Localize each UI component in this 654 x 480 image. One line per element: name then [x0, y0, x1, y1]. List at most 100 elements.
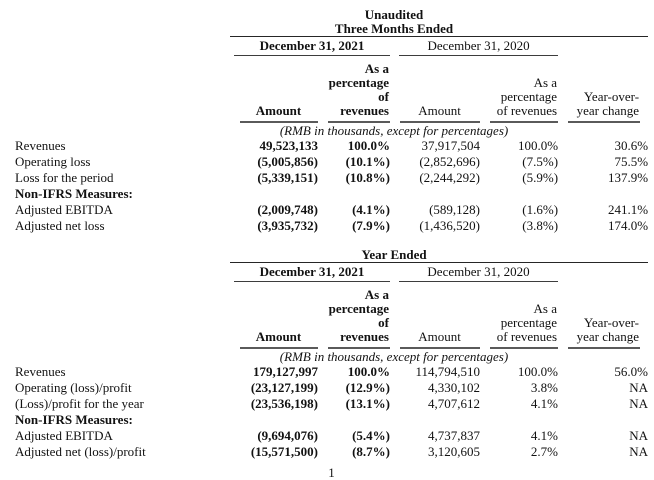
note-row: (RMB in thousands, except for percentage… — [15, 123, 648, 138]
spacer-cell — [558, 37, 648, 57]
spacer-cell — [558, 263, 648, 283]
amount-cell-2020 — [390, 412, 480, 428]
period-title-label: Three Months Ended — [334, 21, 454, 36]
pct-cell-2020: (3.8%) — [522, 218, 559, 233]
yoy-cell: 30.6% — [614, 138, 649, 153]
amount-cell-2021: (5,005,856) — [257, 154, 318, 169]
spacer-cell — [15, 56, 230, 123]
three-months-header: Unaudited Three Months Ended December 31… — [15, 7, 649, 138]
pct-cell-2020: 3.8% — [530, 380, 559, 395]
pct-header-2021: As a percentage of revenues — [328, 282, 390, 349]
table-row: Adjusted EBITDA (9,694,076) (5.4%) 4,737… — [15, 428, 648, 444]
yoy-cell: NA — [629, 428, 649, 443]
year-ended-table: Year Ended December 31, 2021 December 31… — [15, 247, 649, 460]
row-label: (Loss)/profit for the year — [15, 396, 144, 411]
period-title: Unaudited Three Months Ended — [230, 7, 559, 37]
date-2021-cell: December 31, 2021 — [230, 37, 390, 56]
yoy-cell: 56.0% — [614, 364, 649, 379]
row-label: Operating loss — [15, 154, 91, 169]
spacer-cell — [558, 8, 649, 37]
yoy-cell: 174.0% — [607, 218, 649, 233]
amount-cell-2020: (1,436,520) — [419, 218, 480, 233]
pct-cell-2020: 2.7% — [530, 444, 559, 459]
pct-cell-2020: 4.1% — [530, 428, 559, 443]
amount-cell-2021: (9,694,076) — [257, 428, 318, 443]
period-title: Year Ended — [230, 247, 559, 263]
pct-cell-2021: (13.1%) — [345, 396, 390, 411]
amount-cell-2021 — [230, 186, 318, 202]
spacer-cell — [15, 282, 230, 349]
yoy-cell — [558, 412, 648, 428]
row-label: Loss for the period — [15, 170, 114, 185]
rmb-note: (RMB in thousands, except for percentage… — [279, 123, 509, 138]
amount-cell-2021 — [230, 412, 318, 428]
amount-cell-2020: 37,917,504 — [421, 138, 481, 153]
spacer-cell — [15, 123, 230, 138]
date-2020-cell: December 31, 2020 — [390, 263, 559, 282]
amount-cell-2020: 4,737,837 — [428, 428, 480, 443]
row-label: Operating (loss)/profit — [15, 380, 132, 395]
spacer-cell — [15, 8, 230, 37]
date-2021-cell: December 31, 2021 — [230, 263, 390, 282]
amount-cell-2020 — [390, 186, 480, 202]
yoy-cell: 137.9% — [607, 170, 649, 185]
amount-cell-2021: 179,127,997 — [253, 364, 318, 379]
pct-cell-2020: 4.1% — [530, 396, 559, 411]
three-months-body: Revenues 49,523,133 100.0% 37,917,504 10… — [15, 138, 648, 234]
amount-cell-2021: (2,009,748) — [257, 202, 318, 217]
pct-cell-2020 — [480, 412, 558, 428]
amount-cell-2021: 49,523,133 — [259, 138, 319, 153]
table-row: Operating (loss)/profit (23,127,199) (12… — [15, 380, 648, 396]
year-ended-body: Revenues 179,127,997 100.0% 114,794,510 … — [15, 364, 648, 460]
column-headers-row: Amount As a percentage of revenues Amoun… — [15, 56, 648, 123]
unaudited-label: Unaudited — [364, 7, 424, 22]
pct-cell-2020: (5.9%) — [522, 170, 559, 185]
amount-cell-2021: (15,571,500) — [250, 444, 318, 459]
pct-cell-2021: (10.1%) — [345, 154, 390, 169]
amount-cell-2021: (23,127,199) — [250, 380, 318, 395]
period-title-label: Year Ended — [361, 247, 427, 262]
spacer-cell — [15, 263, 230, 283]
pct-cell-2020: 100.0% — [517, 138, 559, 153]
table-row: Adjusted net loss (3,935,732) (7.9%) (1,… — [15, 218, 648, 234]
yoy-cell: NA — [629, 444, 649, 459]
table-row: Adjusted EBITDA (2,009,748) (4.1%) (589,… — [15, 202, 648, 218]
table-row: Operating loss (5,005,856) (10.1%) (2,85… — [15, 154, 648, 170]
amount-cell-2021: (5,339,151) — [257, 170, 318, 185]
year-ended-header: Year Ended December 31, 2021 December 31… — [15, 247, 649, 364]
spacer-cell — [558, 123, 648, 138]
pct-cell-2021: (8.7%) — [352, 444, 390, 459]
pct-header-2020: As a percentage of revenues — [490, 296, 559, 349]
page-number: 1 — [328, 465, 335, 480]
row-label: Adjusted net loss — [15, 218, 105, 233]
table-row: Revenues 49,523,133 100.0% 37,917,504 10… — [15, 138, 648, 154]
amount-cell-2020: 4,707,612 — [428, 396, 480, 411]
amount-cell-2020: (589,128) — [429, 202, 480, 217]
row-label: Adjusted EBITDA — [15, 428, 113, 443]
date-header-2021: December 31, 2021 — [234, 37, 390, 56]
amount-header-2020: Amount — [400, 324, 480, 349]
date-2020-cell: December 31, 2020 — [390, 37, 559, 56]
pct-cell-2020: 100.0% — [517, 364, 559, 379]
dates-row: December 31, 2021 December 31, 2020 — [15, 37, 648, 57]
note-row: (RMB in thousands, except for percentage… — [15, 349, 648, 364]
dates-row: December 31, 2021 December 31, 2020 — [15, 263, 648, 283]
yoy-cell: 241.1% — [607, 202, 649, 217]
pct-cell-2021: (10.8%) — [345, 170, 390, 185]
pct-cell-2020: (1.6%) — [522, 202, 559, 217]
yoy-header: Year-over- year change — [568, 310, 641, 349]
yoy-cell: 75.5% — [614, 154, 649, 169]
table-row: (Loss)/profit for the year (23,536,198) … — [15, 396, 648, 412]
pct-header-2021: As a percentage of revenues — [328, 56, 390, 123]
spacer-cell — [15, 37, 230, 57]
amount-cell-2021: (3,935,732) — [257, 218, 318, 233]
pct-cell-2021: (7.9%) — [352, 218, 390, 233]
pct-cell-2021: 100.0% — [347, 138, 390, 153]
row-label: Revenues — [15, 364, 66, 379]
title-row: Unaudited Three Months Ended — [15, 7, 649, 37]
amount-header-2020: Amount — [400, 98, 480, 123]
spacer-cell — [15, 248, 230, 263]
table-row: Non-IFRS Measures: — [15, 412, 648, 428]
table-row: Revenues 179,127,997 100.0% 114,794,510 … — [15, 364, 648, 380]
